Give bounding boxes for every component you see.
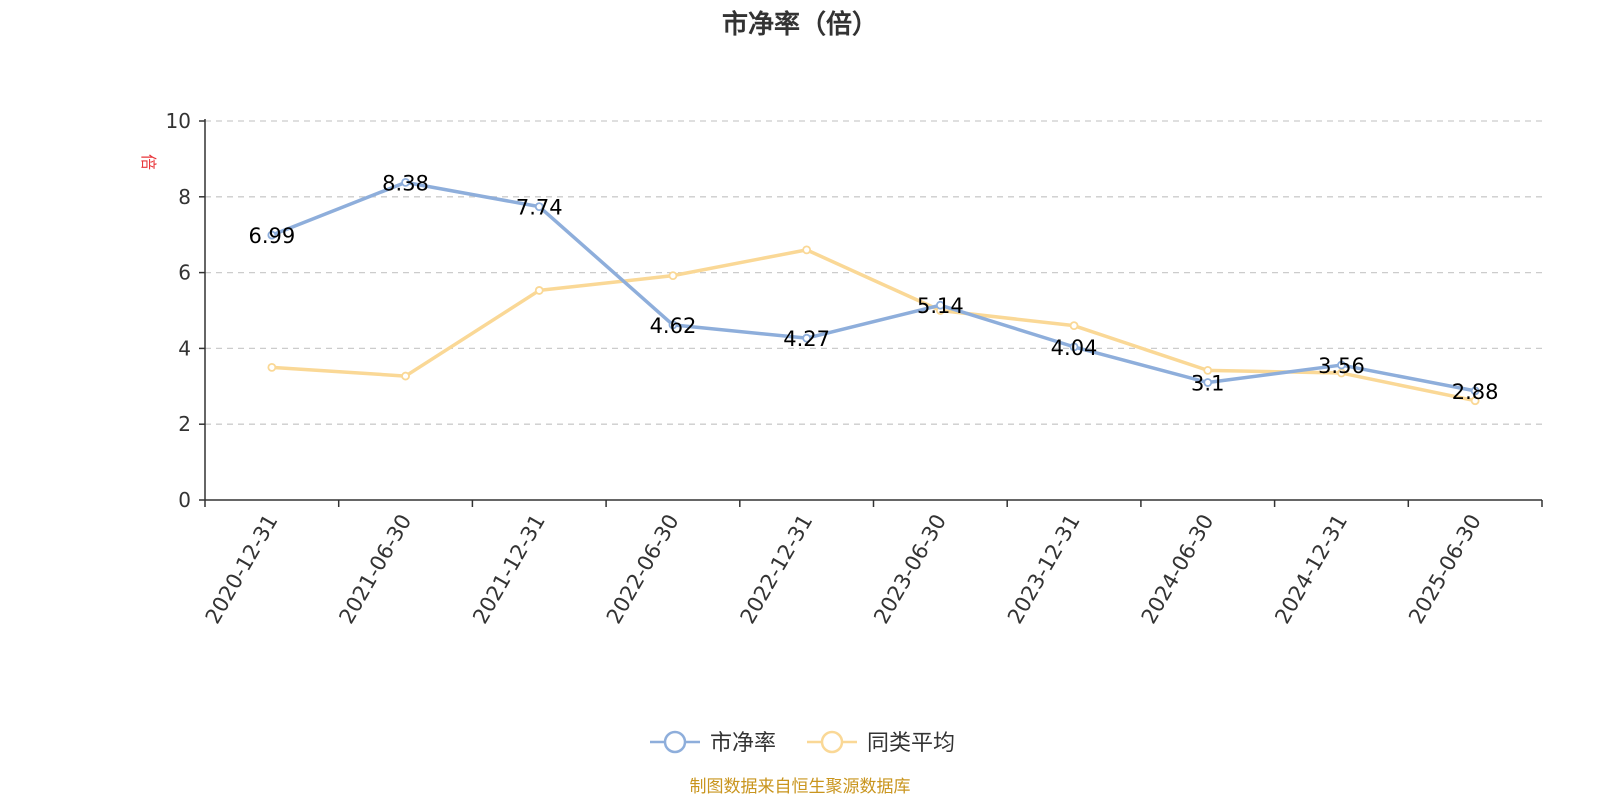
y-tick-label: 10: [166, 109, 191, 133]
data-point[interactable]: [401, 177, 410, 187]
y-tick-label: 6: [178, 261, 191, 285]
legend-item-avg[interactable]: 同类平均: [807, 730, 955, 756]
y-tick-label: 8: [178, 185, 191, 209]
data-labels: 6.99 8.38 7.74 4.62 4.27 5.14 4.04 3.1 3.56 2.88: [248, 171, 1498, 403]
y-tick-label: 2: [178, 412, 191, 436]
data-source-note: 制图数据来自恒生聚源数据库: [690, 777, 911, 797]
series-avg: [267, 245, 1480, 406]
x-tick-label: 2024-06-30: [1137, 510, 1219, 628]
data-point[interactable]: [1203, 378, 1213, 387]
data-point[interactable]: [1470, 396, 1480, 406]
series-lines: [267, 177, 1480, 406]
data-label: 6.99: [248, 224, 295, 248]
legend-label: 同类平均: [867, 731, 955, 756]
data-label: 5.14: [917, 294, 964, 318]
legend-item-pb[interactable]: 市净率: [650, 730, 776, 756]
legend-swatch-marker: [663, 730, 687, 754]
x-tick-label: 2023-12-31: [1003, 510, 1085, 628]
y-tick-label: 4: [178, 336, 191, 360]
data-label: 7.74: [516, 196, 563, 220]
series-line: [271, 180, 1476, 393]
legend[interactable]: 市净率 同类平均: [650, 730, 955, 756]
data-label: 2.88: [1452, 380, 1499, 404]
data-point[interactable]: [668, 320, 678, 330]
series-pb: [267, 177, 1480, 396]
chart-title: 市净率（倍）: [722, 9, 878, 40]
data-label: 3.56: [1318, 354, 1365, 378]
data-point[interactable]: [267, 230, 277, 240]
data-point[interactable]: [534, 286, 544, 295]
data-point[interactable]: [1337, 368, 1346, 378]
data-label: 4.62: [650, 314, 697, 338]
x-tick-label: 2022-06-30: [602, 510, 684, 628]
legend-label: 市净率: [710, 731, 776, 756]
grid-lines: [205, 120, 1542, 425]
data-label: 8.38: [382, 171, 429, 195]
data-point[interactable]: [267, 362, 277, 372]
data-point[interactable]: [534, 202, 544, 212]
y-axis-unit-label: 倍: [139, 154, 158, 170]
x-tick-label: 2021-06-30: [334, 510, 416, 628]
data-point[interactable]: [1069, 321, 1079, 331]
data-point[interactable]: [1470, 386, 1480, 396]
x-tick-label: 2021-12-31: [468, 510, 550, 628]
x-tick-label: 2020-12-31: [201, 510, 283, 628]
x-tick-label: 2025-06-30: [1404, 510, 1486, 628]
y-tick-label: 0: [178, 488, 191, 512]
data-label: 4.04: [1051, 336, 1098, 360]
data-point[interactable]: [1203, 365, 1213, 375]
data-point[interactable]: [802, 245, 812, 255]
data-point[interactable]: [802, 333, 812, 343]
x-tick-label: 2023-06-30: [869, 510, 951, 628]
x-tick-label: 2022-12-31: [736, 510, 818, 628]
legend-swatch-marker: [820, 730, 844, 754]
data-label: 3.1: [1191, 372, 1224, 396]
data-point[interactable]: [668, 271, 678, 281]
data-point[interactable]: [401, 371, 410, 381]
data-point[interactable]: [935, 300, 945, 310]
x-tick-label: 2024-12-31: [1270, 510, 1352, 628]
series-line: [271, 248, 1476, 403]
data-label: 4.27: [783, 327, 830, 351]
data-point[interactable]: [1337, 360, 1346, 370]
data-point[interactable]: [1069, 342, 1079, 352]
